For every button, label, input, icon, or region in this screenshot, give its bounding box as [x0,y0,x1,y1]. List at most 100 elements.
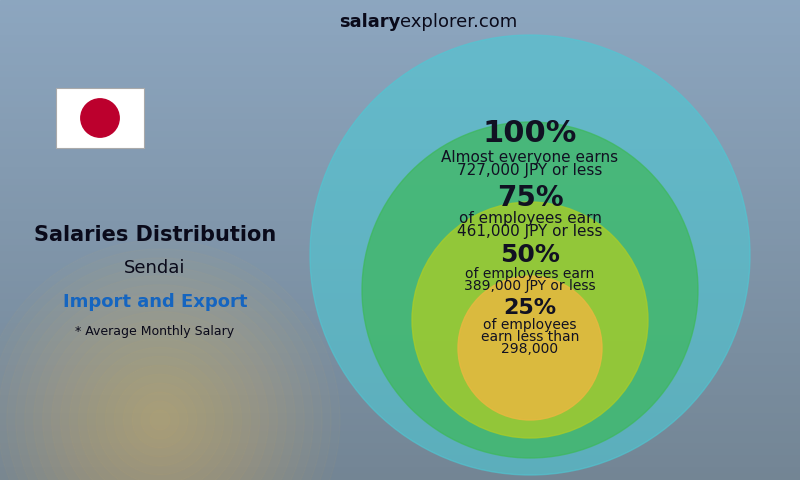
Bar [0,324,800,330]
Bar [0,420,800,426]
Text: 389,000 JPY or less: 389,000 JPY or less [464,279,596,293]
Text: 75%: 75% [497,184,563,212]
Bar [0,48,800,54]
Circle shape [310,35,750,475]
Bar [0,246,800,252]
Bar [0,186,800,192]
Bar [0,12,800,18]
Bar [0,468,800,474]
Text: explorer.com: explorer.com [400,13,518,31]
Bar [0,90,800,96]
Bar [0,234,800,240]
Bar [0,294,800,300]
Bar [0,474,800,480]
FancyBboxPatch shape [56,88,144,148]
Bar [0,396,800,402]
Bar [0,330,800,336]
Bar [0,318,800,324]
Text: 25%: 25% [503,299,557,318]
Bar [0,264,800,270]
Bar [0,162,800,168]
Bar [0,432,800,438]
Bar [0,18,800,24]
Bar [0,276,800,282]
Bar [0,378,800,384]
Bar [0,156,800,162]
Bar [0,384,800,390]
Bar [0,438,800,444]
Bar [0,102,800,108]
Bar [0,132,800,138]
Text: salary: salary [338,13,400,31]
Bar [0,342,800,348]
Bar [0,78,800,84]
Bar [0,120,800,126]
Bar [0,36,800,42]
Bar [0,66,800,72]
Text: Sendai: Sendai [124,259,186,277]
Bar [0,426,800,432]
Bar [0,0,800,6]
Bar [0,372,800,378]
Bar [0,168,800,174]
Bar [0,402,800,408]
Bar [0,312,800,318]
Text: 50%: 50% [500,243,560,267]
Bar [0,96,800,102]
Text: of employees earn: of employees earn [458,211,602,226]
Bar [0,354,800,360]
Bar [0,84,800,90]
Bar [0,126,800,132]
Bar [0,192,800,198]
Bar [0,204,800,210]
Bar [0,258,800,264]
Circle shape [458,276,602,420]
Bar [0,444,800,450]
Text: 100%: 100% [483,120,577,148]
Bar [0,348,800,354]
Bar [0,300,800,306]
Bar [0,42,800,48]
Text: 727,000 JPY or less: 727,000 JPY or less [458,163,602,178]
Bar [0,270,800,276]
Bar [0,114,800,120]
Bar [0,24,800,30]
Text: 461,000 JPY or less: 461,000 JPY or less [458,224,602,240]
Bar [0,138,800,144]
Text: of employees: of employees [483,318,577,332]
Bar [0,174,800,180]
Bar [0,252,800,258]
Bar [0,228,800,234]
Bar [0,198,800,204]
Bar [0,282,800,288]
Text: * Average Monthly Salary: * Average Monthly Salary [75,325,234,338]
Bar [0,336,800,342]
Bar [0,450,800,456]
Bar [0,180,800,186]
Bar [0,390,800,396]
Bar [0,222,800,228]
Circle shape [81,99,119,137]
Text: of employees earn: of employees earn [466,267,594,281]
Bar [0,30,800,36]
Text: Almost everyone earns: Almost everyone earns [442,150,618,165]
Bar [0,60,800,66]
Text: 298,000: 298,000 [502,342,558,356]
Text: Salaries Distribution: Salaries Distribution [34,225,276,245]
Bar [0,306,800,312]
Bar [0,366,800,372]
Bar [0,144,800,150]
Bar [0,216,800,222]
Bar [0,72,800,78]
Circle shape [362,122,698,458]
Bar [0,210,800,216]
Bar [0,360,800,366]
Bar [0,150,800,156]
Bar [0,414,800,420]
Bar [0,6,800,12]
Bar [0,240,800,246]
Bar [0,456,800,462]
Bar [0,462,800,468]
Bar [0,108,800,114]
Circle shape [412,202,648,438]
